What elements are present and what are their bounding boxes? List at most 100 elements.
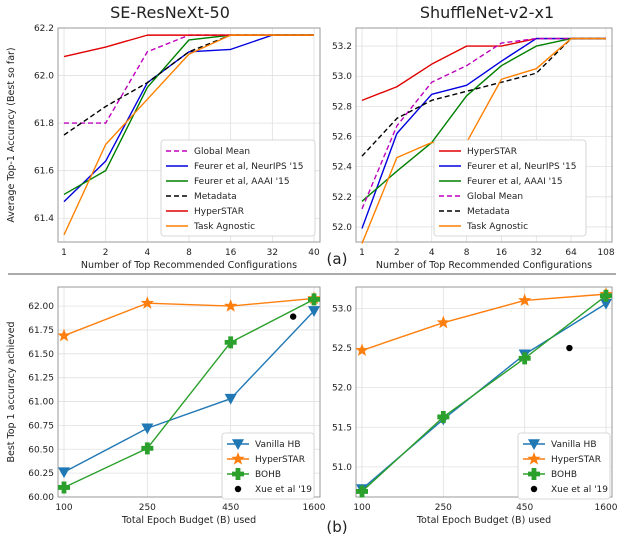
y-tick-label: 53.2 [332, 42, 352, 52]
series-global-mean [361, 37, 606, 210]
panel-label-b: (b) [326, 518, 347, 535]
legend-marker [232, 439, 244, 450]
panel-label-a: (a) [327, 250, 348, 268]
x-tick-label: 8 [186, 248, 192, 258]
y-tick-label: 52.0 [332, 384, 352, 394]
legend-label: Metadata [194, 192, 237, 202]
legend-item: HyperSTAR [166, 207, 244, 217]
x-tick-label: 100 [353, 503, 370, 513]
data-point [436, 315, 450, 329]
series-line [63, 310, 315, 473]
x-tick-label: 108 [597, 248, 614, 258]
series-line [361, 293, 607, 352]
data-point [437, 410, 450, 423]
y-axis-label: Average Top-1 Accuracy (Best so far) [6, 47, 17, 222]
legend: HyperSTAR Feurer et al, NeurIPS '15 Feurer… [433, 139, 587, 237]
legend-item: Vanilla HB [523, 439, 597, 450]
x-tick-label: 2 [103, 248, 109, 258]
x-tick-label: 32 [531, 248, 542, 258]
x-tick-label: 250 [139, 503, 156, 513]
legend-label: Xue et al '19 [551, 485, 608, 495]
legend-item: Feurer et al, NeurIPS '15 [166, 162, 303, 172]
data-point [518, 352, 531, 365]
legend-label: HyperSTAR [467, 147, 517, 157]
x-axis-label: Total Epoch Budget (B) used [121, 515, 256, 526]
series-line [361, 37, 606, 157]
legend-item: Metadata [166, 192, 237, 202]
legend-item: HyperSTAR [523, 452, 601, 465]
series-task-agnostic [63, 34, 314, 236]
legend-item: Task Agnostic [166, 222, 255, 232]
y-tick-label: 61.6 [34, 167, 54, 177]
series-line [361, 37, 606, 202]
legend-marker [530, 485, 538, 493]
legend-item: Global Mean [166, 147, 250, 157]
data-point [224, 299, 238, 312]
legend-label: Global Mean [194, 147, 250, 157]
legend-item: HyperSTAR [439, 147, 517, 157]
data-point [141, 423, 154, 435]
x-axis-label: Total Epoch Budget (B) used [416, 515, 551, 526]
legend-marker [234, 485, 242, 493]
legend-label: Feurer et al, AAAI '15 [467, 177, 563, 187]
chart-title: ShuffleNet-v2-x1 [420, 3, 554, 22]
legend-label: Feurer et al, NeurIPS '15 [194, 162, 303, 172]
y-tick-label: 61.25 [28, 374, 54, 384]
legend-item: Global Mean [439, 192, 523, 202]
legend-marker [527, 452, 541, 465]
plot-border [57, 286, 321, 498]
chart-top-right: 52.0 52.2 52.4 52.6 52.8 53.0 53.2 1 2 4 8 16 32 64 10… [332, 3, 615, 271]
legend-item: HyperSTAR [227, 452, 305, 465]
y-tick-label: 60.25 [28, 469, 54, 479]
legend-label: Feurer et al, NeurIPS '15 [467, 162, 576, 172]
legend-label: HyperSTAR [551, 455, 601, 465]
series-line [63, 298, 315, 489]
x-tick-label: 32 [267, 248, 278, 258]
series-line [63, 297, 315, 337]
chart-bottom-right: 51.0 51.5 52.0 52.5 53.0 100 250 450 1600 Total E… [332, 286, 618, 526]
data-point [58, 481, 70, 494]
legend-label: Vanilla HB [551, 440, 597, 450]
data-point [308, 293, 320, 306]
y-tick-label: 51.5 [332, 423, 352, 433]
legend: Global Mean Feurer et al, NeurIPS '15 Feur… [160, 139, 316, 237]
legend: Vanilla HB HyperSTAR BOHB Xue et al '19 [221, 432, 315, 500]
y-tick-label: 60.75 [28, 421, 54, 431]
legend-label: Vanilla HB [255, 440, 301, 450]
y-tick-label: 61.50 [28, 350, 54, 360]
legend-item: Xue et al '19 [234, 485, 312, 495]
x-axis-label: Number of Top Recommended Configurations [376, 260, 592, 271]
x-tick-label: 1 [359, 248, 365, 258]
legend-label: Task Agnostic [193, 222, 255, 232]
legend-box [221, 432, 315, 500]
data-point-xue-et-al-19 [566, 344, 573, 352]
x-tick-label: 1600 [303, 503, 326, 513]
x-tick-label: 1600 [595, 503, 618, 513]
legend-label: Xue et al '19 [255, 485, 312, 495]
data-point [140, 296, 154, 309]
series-line [63, 34, 314, 236]
legend-marker [231, 452, 245, 465]
plot-border [57, 27, 321, 243]
y-tick-label: 60.50 [28, 445, 54, 455]
series-vanilla-hb [58, 306, 320, 479]
chart-top-left: 61.4 61.6 61.8 62.0 62.2 1 2 4 8 16 32 40 SE-ResNeXt… [6, 3, 321, 271]
series-task-agnostic [361, 37, 606, 244]
x-tick-label: 100 [55, 503, 72, 513]
data-point [224, 393, 237, 405]
chart-bottom-left: 60.00 60.25 60.50 60.75 61.00 61.25 61.50 61.75… [6, 286, 326, 526]
y-axis-label: Best Top 1 accuracy achieved [6, 321, 17, 462]
y-tick-label: 52.2 [332, 193, 352, 203]
series-line [361, 295, 607, 492]
legend-label: BOHB [551, 470, 577, 480]
y-tick-label: 52.0 [332, 223, 352, 233]
legend: Vanilla HB HyperSTAR BOHB Xue et al '19 [517, 432, 611, 500]
legend-item: BOHB [523, 468, 577, 480]
data-point [600, 298, 612, 310]
x-tick-label: 2 [394, 248, 400, 258]
data-point [600, 289, 612, 302]
legend-box [517, 432, 611, 500]
x-tick-label: 16 [496, 248, 508, 258]
legend-marker [528, 468, 540, 480]
